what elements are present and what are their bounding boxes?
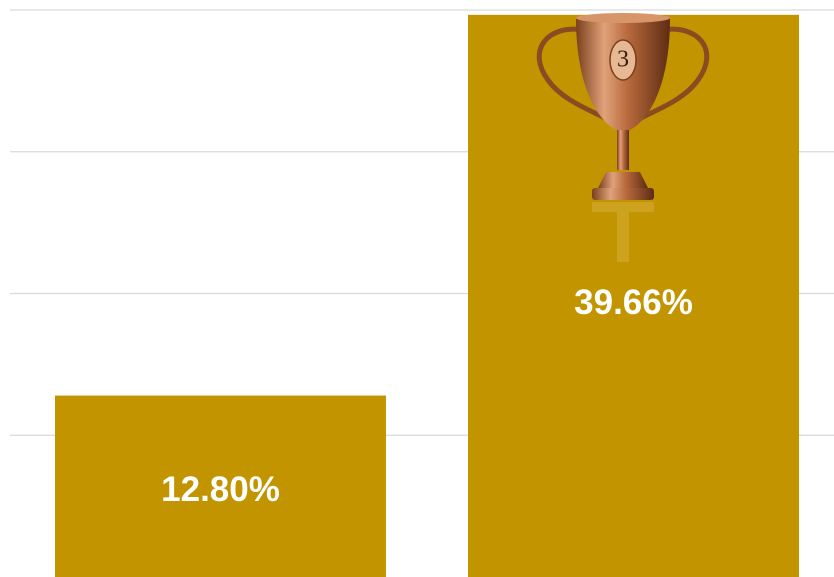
trophy-rim xyxy=(576,13,670,23)
chart: 3 12.80% 39.66% xyxy=(0,0,834,577)
value-label: 12.80% xyxy=(161,470,280,509)
trophy-number: 3 xyxy=(617,47,629,73)
trophy-base xyxy=(592,188,654,200)
trophy-foot xyxy=(598,172,648,188)
trophy-stem xyxy=(617,130,629,170)
page: {"chart_data": {"type": "bar", "categori… xyxy=(0,0,834,577)
value-label: 39.66% xyxy=(574,283,693,322)
